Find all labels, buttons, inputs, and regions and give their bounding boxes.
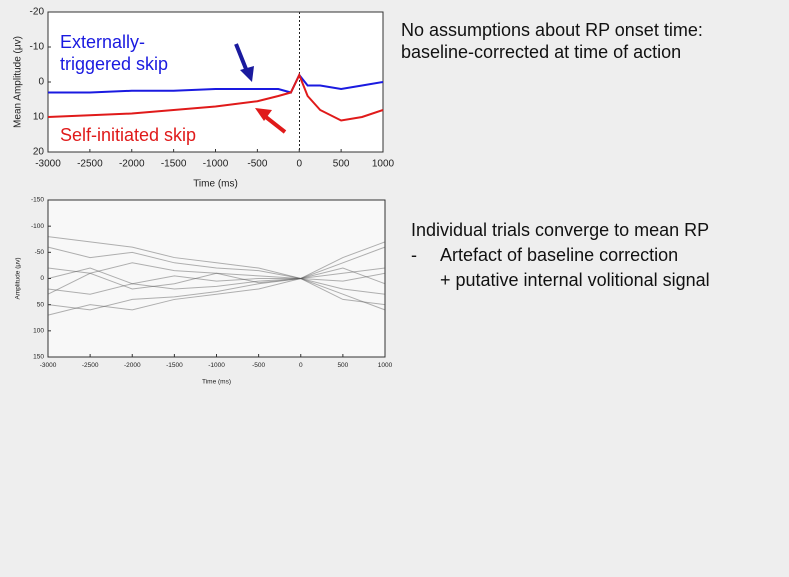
- x-tick-label: -1500: [166, 362, 183, 369]
- x-tick-label: 0: [299, 362, 303, 369]
- x-axis-label: Time (ms): [193, 179, 238, 190]
- plot-area: [48, 12, 383, 152]
- note: baseline-corrected at time of action: [401, 42, 682, 62]
- x-tick-label: -3000: [35, 159, 61, 170]
- y-tick-label: 100: [33, 328, 44, 335]
- y-tick-label: -150: [31, 197, 44, 204]
- y-tick-label: 20: [33, 147, 45, 158]
- y-tick-label: 150: [33, 354, 44, 361]
- series-line: [47, 236, 386, 280]
- y-axis-label: Mean Amplitude (μv): [13, 36, 24, 128]
- x-tick-label: 1000: [372, 159, 395, 170]
- series-line: [47, 246, 386, 280]
- y-tick-label: 10: [33, 112, 45, 123]
- plot-area: [48, 200, 385, 357]
- series-line: [47, 267, 386, 285]
- x-tick-label: -3000: [40, 362, 57, 369]
- y-tick-label: -100: [31, 223, 44, 230]
- x-tick-label: -1000: [208, 362, 225, 369]
- note: Artefact of baseline correction: [440, 245, 679, 265]
- x-axis-label: Time (ms): [202, 379, 231, 386]
- series-line: [47, 277, 386, 311]
- x-tick-label: 500: [337, 362, 348, 369]
- x-tick-label: -2500: [82, 362, 99, 369]
- x-tick-label: -1500: [161, 159, 187, 170]
- x-tick-label: 1000: [378, 362, 393, 369]
- series-line: [47, 262, 386, 280]
- y-tick-label: -50: [35, 249, 45, 256]
- x-tick-label: -2000: [119, 159, 145, 170]
- note: No assumptions about RP onset time:: [401, 20, 703, 40]
- arrow: [255, 108, 287, 134]
- series-line: [47, 277, 386, 295]
- y-axis-label: Amplitude (μv): [15, 257, 22, 299]
- note: + putative internal volitional signal: [440, 270, 710, 290]
- x-tick-label: -2000: [124, 362, 141, 369]
- y-tick-label: 0: [38, 77, 44, 88]
- y-tick-label: 50: [37, 301, 45, 308]
- arrow: [234, 43, 254, 82]
- series-line: [47, 72, 384, 122]
- x-tick-label: -500: [247, 159, 267, 170]
- x-tick-label: 0: [296, 159, 302, 170]
- y-tick-label: -10: [30, 42, 45, 53]
- note: Individual trials converge to mean RP: [411, 220, 710, 240]
- y-tick-label: -20: [30, 7, 45, 18]
- series-label: Externally-triggered skip: [60, 32, 169, 74]
- x-tick-label: -500: [252, 362, 265, 369]
- bullet: -: [411, 245, 417, 265]
- y-tick-label: 0: [40, 275, 44, 282]
- series-line: [47, 267, 386, 295]
- x-tick-label: 500: [333, 159, 350, 170]
- x-tick-label: -1000: [203, 159, 229, 170]
- series-line: [47, 277, 386, 316]
- series-label: Self-initiated skip: [60, 125, 197, 145]
- series-line: [48, 73, 384, 94]
- x-tick-label: -2500: [77, 159, 103, 170]
